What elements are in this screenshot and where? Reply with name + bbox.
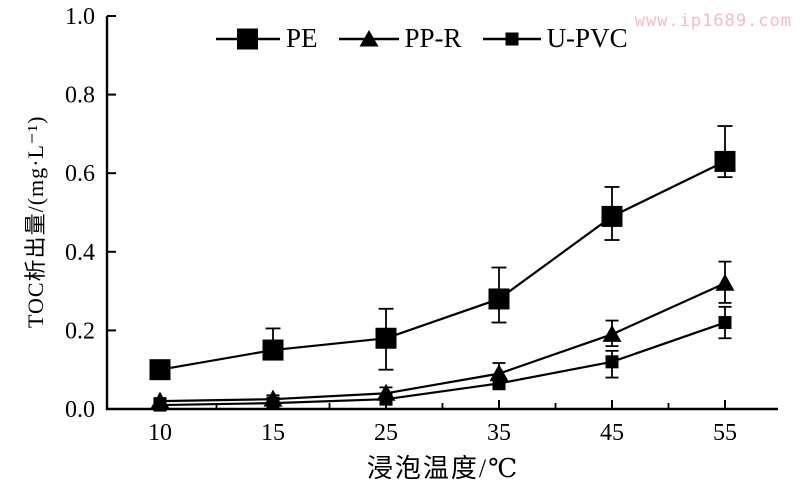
square-marker <box>714 150 736 172</box>
square-marker <box>375 327 397 349</box>
watermark-text: www.ip1689.com <box>634 11 792 31</box>
y-tick-label: 0.2 <box>65 318 95 344</box>
x-tick-label: 45 <box>600 420 624 446</box>
y-tick-label: 0.4 <box>65 240 95 266</box>
legend-label-pe: PE <box>286 23 318 53</box>
upvc-legend-marker-icon <box>482 32 541 45</box>
triangle-marker <box>602 324 622 342</box>
square-marker <box>488 288 510 310</box>
x-tick-label: 25 <box>374 420 398 446</box>
square-marker <box>266 396 280 410</box>
triangle-marker <box>715 273 735 291</box>
legend-label-ppr: PP-R <box>404 23 462 53</box>
series-U-PVC <box>153 305 732 412</box>
x-tick-label: 15 <box>261 420 285 446</box>
x-tick-label: 55 <box>713 420 737 446</box>
series-PP-R <box>150 260 735 409</box>
chart-legend: PE PP-R U-PVC <box>215 25 628 52</box>
legend-item-pe: PE <box>215 25 318 52</box>
y-axis-title: TOC析出量/(mg·L⁻¹) <box>23 115 48 328</box>
x-tick-label: 10 <box>148 420 172 446</box>
square-marker <box>379 392 393 406</box>
axes-line <box>105 16 778 411</box>
x-tick-label: 35 <box>487 420 511 446</box>
series-line <box>159 160 726 371</box>
y-tick-label: 0.8 <box>65 83 95 109</box>
legend-item-upvc: U-PVC <box>482 25 628 52</box>
square-marker <box>718 316 732 330</box>
legend-item-ppr: PP-R <box>338 25 462 52</box>
y-tick-label: 0.0 <box>65 397 95 423</box>
square-marker <box>153 398 167 412</box>
square-marker <box>601 205 623 227</box>
square-marker <box>492 376 506 390</box>
pe-legend-marker-icon <box>216 28 280 49</box>
y-tick-label: 0.6 <box>65 161 95 187</box>
series-PE <box>149 125 736 381</box>
series-line <box>159 321 726 407</box>
square-marker <box>262 339 284 361</box>
square-marker <box>605 355 619 369</box>
ppr-legend-marker-icon <box>338 29 399 46</box>
legend-label-upvc: U-PVC <box>546 23 628 53</box>
square-marker <box>149 359 171 381</box>
x-axis-title: 浸泡温度/℃ <box>366 454 520 483</box>
y-tick-label: 1.0 <box>65 4 95 30</box>
series-line <box>159 282 726 403</box>
